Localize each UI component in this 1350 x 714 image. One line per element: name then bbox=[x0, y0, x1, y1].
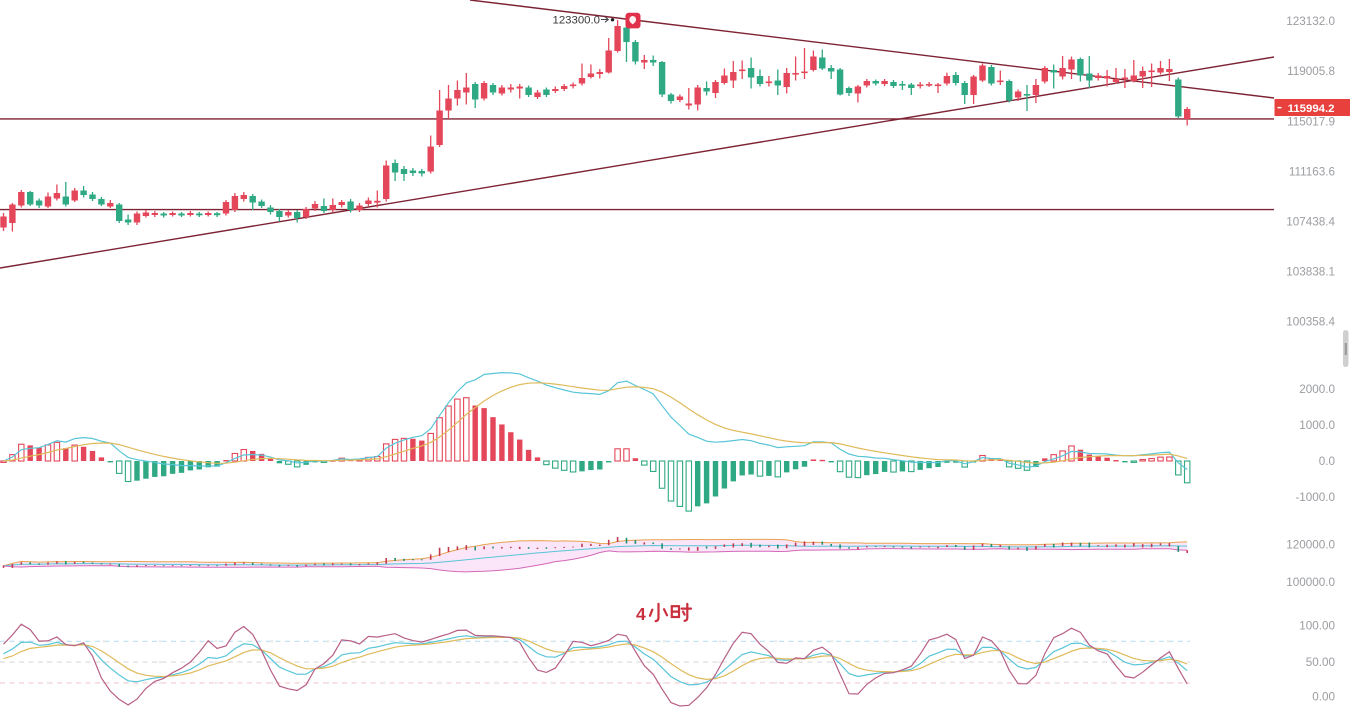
svg-text:-1000.0: -1000.0 bbox=[1295, 491, 1335, 504]
svg-text:103838.1: 103838.1 bbox=[1286, 266, 1335, 279]
svg-text:119005.8: 119005.8 bbox=[1287, 65, 1335, 78]
svg-text:115994.2: 115994.2 bbox=[1288, 103, 1335, 115]
svg-text:111163.6: 111163.6 bbox=[1289, 166, 1335, 179]
svg-text:107438.4: 107438.4 bbox=[1286, 216, 1335, 229]
svg-text:50.00: 50.00 bbox=[1306, 656, 1336, 669]
svg-text:100.00: 100.00 bbox=[1299, 620, 1335, 633]
svg-text:1000.0: 1000.0 bbox=[1299, 419, 1335, 432]
svg-text:120000.0: 120000.0 bbox=[1286, 539, 1335, 552]
svg-text:0.00: 0.00 bbox=[1312, 690, 1335, 703]
svg-text:115017.9: 115017.9 bbox=[1287, 116, 1335, 129]
svg-text:100000.0: 100000.0 bbox=[1286, 576, 1335, 589]
svg-text:100358.4: 100358.4 bbox=[1286, 316, 1335, 329]
svg-text:0.0: 0.0 bbox=[1319, 455, 1336, 468]
svg-text:123132.0: 123132.0 bbox=[1286, 15, 1335, 28]
svg-text:123300.0: 123300.0 bbox=[552, 14, 600, 26]
svg-text:4: 4 bbox=[636, 604, 646, 624]
svg-text:2000.0: 2000.0 bbox=[1299, 383, 1335, 396]
